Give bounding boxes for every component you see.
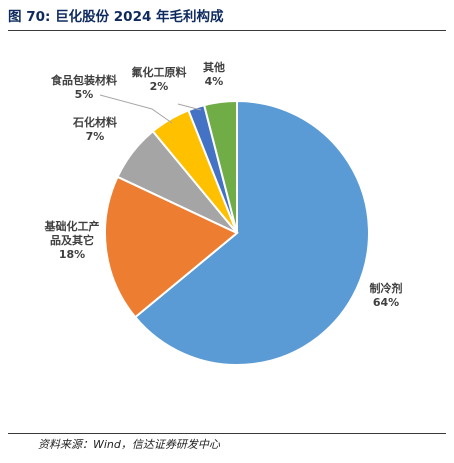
slice-percent: 5% xyxy=(75,88,94,101)
slice-category: 石化材料 xyxy=(72,115,117,129)
slice-category: 食品包装材料 xyxy=(51,73,117,87)
slice-percent: 2% xyxy=(150,80,169,93)
footer-divider xyxy=(8,433,446,434)
pie-slice xyxy=(202,99,238,234)
slice-category: 氟化工原料 xyxy=(132,65,187,79)
source-note: 资料来源：Wind，信达证券研发中心 xyxy=(38,438,220,451)
slice-percent: 18% xyxy=(59,248,85,261)
slice-label: 其他4% xyxy=(203,60,225,88)
title-divider xyxy=(8,30,446,31)
slice-percent: 4% xyxy=(205,75,224,88)
pie-slice xyxy=(133,99,370,366)
slice-category: 制冷剂 xyxy=(370,281,403,295)
slice-category: 品及其它 xyxy=(50,233,94,247)
slice-percent: 7% xyxy=(86,130,105,143)
figure-title: 图 70: 巨化股份 2024 年毛利构成 xyxy=(8,9,224,25)
leader-line xyxy=(177,103,202,111)
slice-category: 基础化工产 xyxy=(44,219,100,233)
slice-category: 其他 xyxy=(203,60,225,74)
slice-percent: 64% xyxy=(373,296,399,309)
pie-slice xyxy=(104,175,239,319)
leader-line xyxy=(99,94,173,124)
